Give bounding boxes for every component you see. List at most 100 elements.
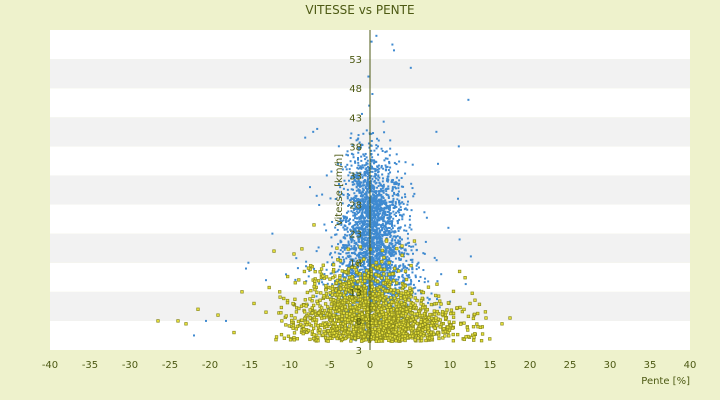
- data-point: [362, 202, 365, 205]
- data-point: [305, 330, 309, 334]
- data-point: [353, 202, 356, 205]
- data-point: [394, 327, 398, 332]
- data-point: [361, 234, 364, 237]
- data-point: [385, 150, 388, 153]
- data-point: [327, 332, 332, 336]
- data-point: [359, 256, 362, 259]
- data-point: [345, 216, 348, 219]
- data-point: [367, 332, 372, 337]
- data-point: [398, 250, 401, 253]
- data-point: [352, 219, 355, 222]
- data-point: [384, 249, 387, 252]
- data-point: [355, 254, 358, 257]
- data-point: [344, 215, 347, 218]
- data-point: [354, 316, 358, 320]
- data-point: [356, 198, 359, 201]
- data-point: [408, 283, 411, 286]
- data-point: [369, 272, 374, 276]
- data-point: [395, 271, 398, 274]
- data-point: [437, 336, 441, 341]
- data-point: [394, 230, 397, 233]
- data-point: [362, 265, 365, 268]
- data-point: [384, 164, 387, 167]
- data-point: [397, 275, 400, 278]
- data-point: [361, 164, 364, 167]
- data-point: [354, 229, 357, 232]
- data-point: [382, 326, 386, 330]
- data-point: [427, 301, 430, 304]
- data-point: [360, 203, 363, 206]
- data-point: [350, 287, 354, 291]
- data-point: [451, 332, 455, 337]
- data-point: [423, 319, 427, 323]
- data-point: [354, 327, 358, 331]
- data-point: [373, 207, 376, 210]
- data-point: [360, 232, 363, 235]
- data-point: [375, 246, 378, 249]
- data-point: [404, 271, 407, 274]
- data-point: [382, 167, 385, 170]
- data-point: [382, 177, 385, 180]
- data-point: [325, 268, 328, 271]
- data-point: [372, 205, 375, 208]
- data-point: [396, 317, 401, 321]
- data-point: [404, 172, 407, 175]
- data-point: [379, 235, 382, 238]
- data-point: [323, 273, 326, 276]
- data-point: [363, 207, 366, 210]
- data-point: [372, 314, 376, 318]
- data-point: [360, 227, 363, 230]
- data-point: [317, 331, 321, 335]
- data-point: [328, 294, 331, 297]
- data-point: [396, 298, 400, 302]
- data-point: [364, 158, 367, 161]
- data-point: [433, 326, 437, 330]
- data-point: [364, 243, 367, 246]
- data-point: [462, 321, 466, 325]
- data-point: [371, 167, 374, 170]
- data-point: [357, 290, 361, 294]
- data-point: [378, 262, 381, 265]
- data-point: [271, 232, 274, 235]
- data-point: [330, 236, 333, 239]
- data-point: [407, 268, 410, 271]
- data-point: [398, 251, 401, 254]
- data-point: [361, 268, 364, 271]
- data-point: [349, 255, 352, 258]
- data-point: [345, 246, 348, 249]
- data-point: [476, 311, 480, 316]
- data-point: [360, 181, 363, 184]
- data-point: [386, 274, 389, 277]
- data-point: [357, 188, 360, 191]
- data-point: [319, 314, 323, 318]
- data-point: [378, 176, 381, 179]
- data-point: [361, 227, 364, 230]
- data-point: [382, 216, 385, 219]
- data-point: [346, 226, 349, 229]
- data-point: [343, 326, 347, 330]
- data-point: [441, 336, 445, 340]
- data-point: [376, 231, 379, 234]
- data-point: [389, 139, 392, 142]
- data-point: [388, 242, 391, 245]
- data-point: [354, 214, 357, 217]
- data-point: [338, 259, 343, 263]
- data-point: [401, 238, 403, 241]
- data-point: [406, 242, 409, 245]
- data-point: [397, 170, 400, 173]
- data-point: [383, 250, 386, 253]
- data-point: [348, 305, 353, 310]
- data-point: [374, 200, 377, 203]
- data-point: [392, 197, 395, 200]
- data-point: [385, 262, 388, 265]
- data-point: [426, 285, 431, 289]
- data-point: [353, 204, 356, 207]
- data-point: [418, 279, 421, 282]
- data-point: [430, 292, 433, 295]
- x-tick-label: -30: [122, 360, 138, 371]
- data-point: [379, 233, 382, 236]
- data-point: [362, 260, 365, 263]
- data-point: [350, 232, 353, 235]
- data-point: [373, 175, 376, 178]
